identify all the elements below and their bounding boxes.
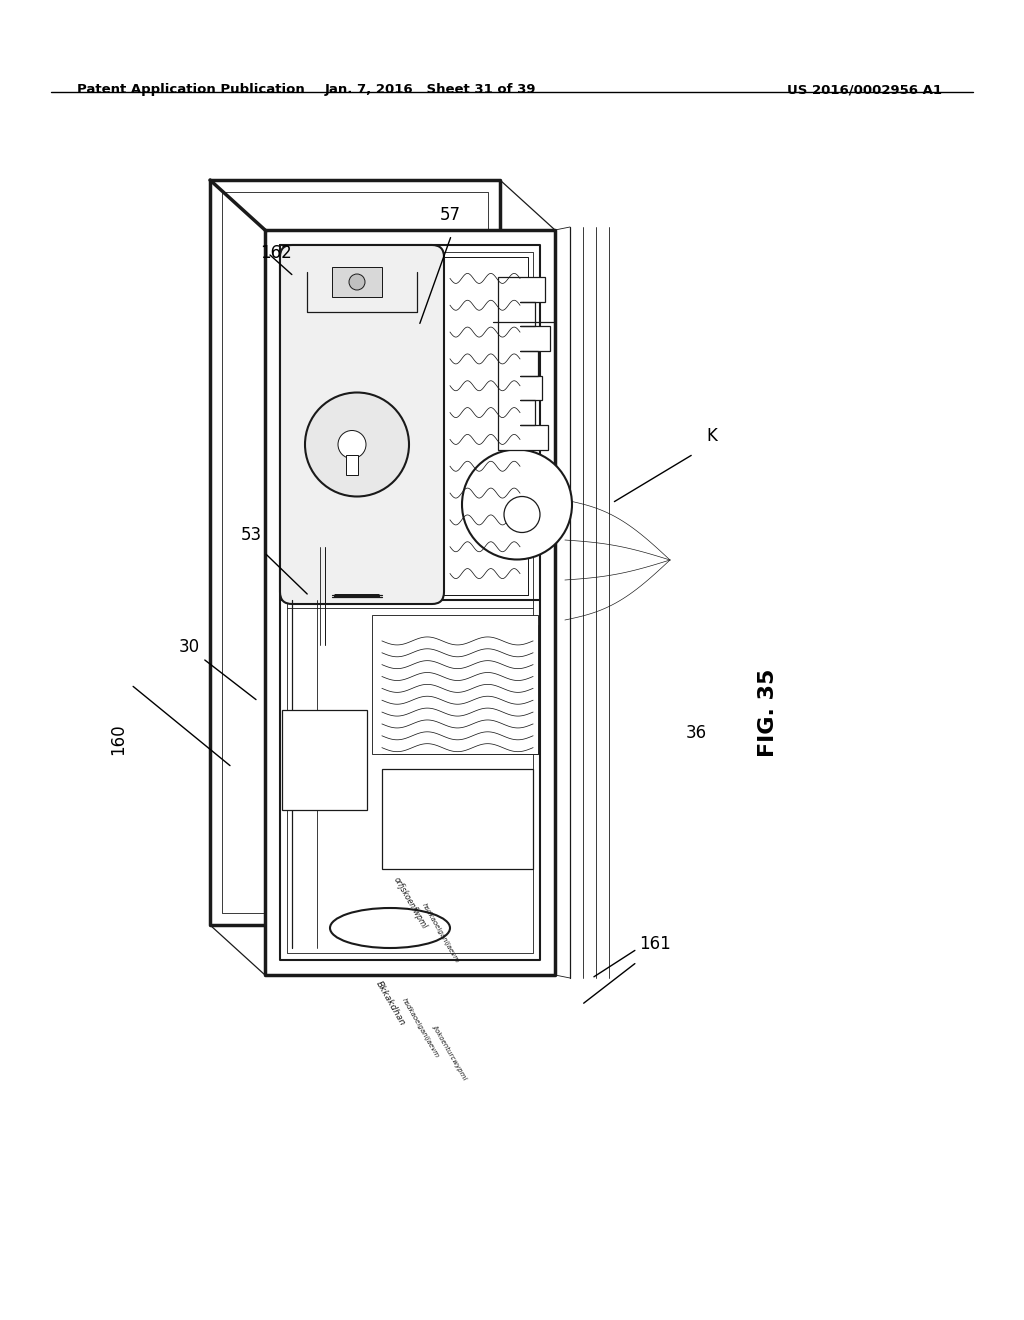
Bar: [282, 710, 367, 810]
Circle shape: [462, 450, 572, 560]
Text: 53: 53: [241, 525, 261, 544]
Ellipse shape: [305, 392, 409, 496]
Polygon shape: [498, 277, 550, 450]
Bar: [382, 768, 534, 869]
Bar: [450, 265, 528, 595]
Text: 162: 162: [260, 244, 293, 263]
Bar: [382, 624, 538, 754]
Bar: [372, 615, 538, 754]
Circle shape: [338, 430, 366, 458]
Polygon shape: [210, 180, 500, 925]
Text: 160: 160: [109, 723, 127, 755]
Bar: [346, 454, 358, 474]
Text: hsdkaoelganljaevm: hsdkaoelganljaevm: [421, 902, 460, 964]
Ellipse shape: [330, 908, 450, 948]
Circle shape: [349, 275, 365, 290]
Text: Patent Application Publication: Patent Application Publication: [77, 83, 304, 96]
Polygon shape: [265, 230, 555, 975]
Text: US 2016/0002956 A1: US 2016/0002956 A1: [787, 83, 942, 96]
Text: 161: 161: [639, 935, 672, 953]
Circle shape: [504, 496, 540, 532]
Bar: [458, 273, 528, 595]
Text: K: K: [707, 426, 717, 445]
Text: 30: 30: [179, 638, 200, 656]
Text: 36: 36: [686, 723, 707, 742]
FancyBboxPatch shape: [280, 246, 444, 605]
Text: Bkkakdhan: Bkkakdhan: [374, 979, 407, 1027]
Bar: [442, 257, 528, 595]
Bar: [466, 281, 528, 595]
Text: orfjskoenfwpml: orfjskoenfwpml: [391, 875, 428, 931]
Text: hsdkaoelganljaevm: hsdkaoelganljaevm: [400, 997, 439, 1059]
Bar: [332, 267, 382, 297]
Text: FIG. 35: FIG. 35: [758, 669, 778, 756]
Text: 57: 57: [440, 206, 461, 224]
Text: Jan. 7, 2016   Sheet 31 of 39: Jan. 7, 2016 Sheet 31 of 39: [325, 83, 536, 96]
Text: jlokoenturcwypml: jlokoenturcwypml: [432, 1024, 468, 1081]
Bar: [412, 655, 538, 754]
Bar: [392, 635, 538, 754]
Bar: [402, 645, 538, 754]
